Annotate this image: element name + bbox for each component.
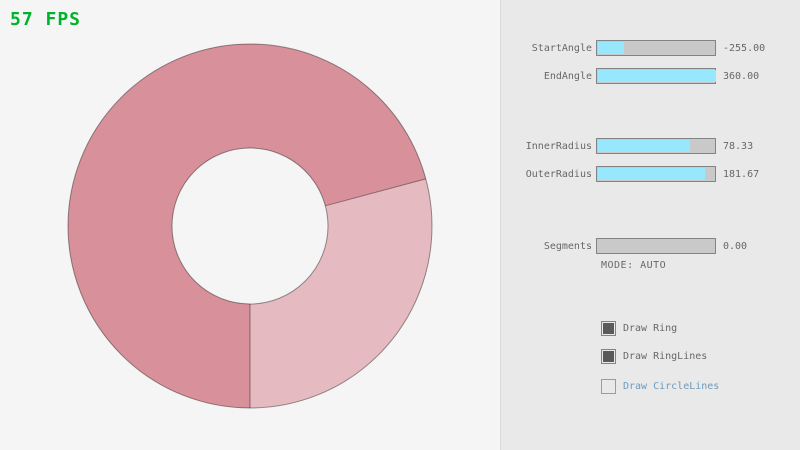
control-panel: StartAngle -255.00 EndAngle 360.00 Inner… bbox=[500, 0, 800, 450]
fps-counter: 57 FPS bbox=[10, 9, 82, 30]
end-angle-row: EndAngle 360.00 bbox=[501, 68, 800, 84]
end-angle-slider[interactable] bbox=[596, 68, 716, 84]
draw-ringlines-row: Draw RingLines bbox=[601, 348, 707, 364]
outer-radius-slider-fill bbox=[598, 168, 706, 180]
start-angle-label: StartAngle bbox=[531, 43, 592, 54]
inner-radius-value: 78.33 bbox=[723, 141, 754, 152]
draw-ring-label: Draw Ring bbox=[623, 322, 678, 334]
draw-circlelines-label: Draw CircleLines bbox=[623, 380, 720, 392]
segments-row: Segments 0.00 bbox=[501, 238, 800, 254]
draw-ring-row: Draw Ring bbox=[601, 320, 677, 336]
ring-segment-overlap bbox=[68, 44, 426, 408]
segments-label: Segments bbox=[543, 241, 592, 252]
outer-radius-value: 181.67 bbox=[723, 169, 760, 180]
segments-value: 0.00 bbox=[723, 241, 748, 252]
outer-radius-row: OuterRadius 181.67 bbox=[501, 166, 800, 182]
draw-circlelines-row: Draw CircleLines bbox=[601, 378, 719, 394]
ring-divider-right bbox=[325, 178, 426, 207]
ring-segment-single bbox=[250, 178, 433, 408]
draw-ringlines-checkbox[interactable] bbox=[601, 348, 616, 364]
start-angle-slider-fill bbox=[598, 42, 624, 54]
outer-radius-slider[interactable] bbox=[596, 166, 716, 182]
inner-radius-slider[interactable] bbox=[596, 138, 716, 154]
ring-chart bbox=[67, 43, 433, 409]
start-angle-slider[interactable] bbox=[596, 40, 716, 56]
ring-outer-outline bbox=[67, 43, 433, 409]
start-angle-row: StartAngle -255.00 bbox=[501, 40, 800, 56]
inner-radius-label: InnerRadius bbox=[525, 141, 592, 152]
draw-circlelines-checkbox[interactable] bbox=[601, 378, 616, 394]
segments-slider[interactable] bbox=[596, 238, 716, 254]
ring-inner-outline bbox=[171, 147, 329, 305]
start-angle-value: -255.00 bbox=[723, 43, 766, 54]
outer-radius-label: OuterRadius bbox=[525, 169, 592, 180]
end-angle-slider-fill bbox=[598, 70, 716, 82]
inner-radius-row: InnerRadius 78.33 bbox=[501, 138, 800, 154]
end-angle-label: EndAngle bbox=[543, 71, 592, 82]
inner-radius-slider-fill bbox=[598, 140, 691, 152]
draw-ring-checkbox[interactable] bbox=[601, 320, 616, 336]
end-angle-value: 360.00 bbox=[723, 71, 760, 82]
draw-ringlines-label: Draw RingLines bbox=[623, 350, 708, 362]
segments-mode-label: MODE: AUTO bbox=[601, 260, 667, 271]
